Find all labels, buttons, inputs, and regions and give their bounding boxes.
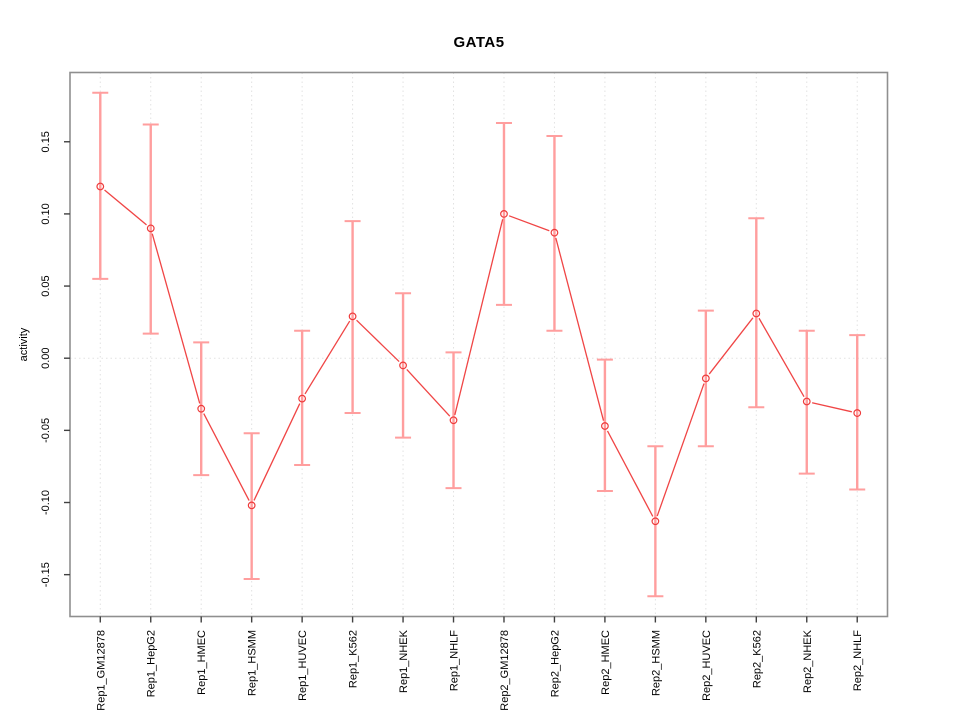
data-point	[247, 501, 256, 510]
x-category-label: Rep2_NHLF	[852, 630, 864, 691]
y-axis-title-text: activity	[18, 327, 30, 361]
y-tick-label: 0.10	[40, 203, 52, 224]
data-point	[197, 404, 206, 413]
y-tick-label: -0.15	[40, 562, 52, 587]
data-point	[96, 182, 105, 191]
plot-frame	[69, 71, 889, 618]
x-ticks	[99, 616, 858, 623]
data-point	[348, 312, 357, 321]
y-ticks	[64, 141, 70, 576]
x-category-label: Rep2_GM12878	[499, 630, 511, 711]
x-category-label: Rep2_HUVEC	[701, 630, 713, 701]
data-point	[146, 224, 155, 233]
y-tick-labels: -0.15 -0.10 -0.05 0.00 0.05 0.10 0.15	[40, 131, 52, 587]
x-category-label: Rep2_HMEC	[600, 630, 612, 695]
error-bars	[92, 91, 866, 598]
data-point	[298, 394, 307, 403]
chart-title: GATA5	[453, 34, 505, 51]
x-category-label: Rep2_HSMM	[650, 630, 662, 696]
x-category-label: Rep1_K562	[348, 630, 360, 688]
data-point	[449, 416, 458, 425]
x-category-label: Rep1_HepG2	[146, 630, 158, 697]
data-point	[752, 309, 761, 318]
series-line	[104, 189, 853, 517]
y-tick-label: 0.15	[40, 131, 52, 152]
x-category-label: Rep1_NHLF	[449, 630, 461, 691]
y-tick-label: -0.05	[40, 418, 52, 443]
y-tick-label: 0.00	[40, 347, 52, 368]
data-point	[500, 210, 508, 218]
data-point	[701, 374, 710, 383]
x-category-label: Rep2_K562	[751, 630, 763, 688]
x-category-label: Rep1_GM12878	[95, 630, 107, 711]
data-point	[550, 228, 559, 237]
data-point	[802, 397, 811, 406]
data-point	[601, 422, 609, 430]
data-point	[651, 517, 660, 526]
x-category-labels: Rep1_GM12878 Rep1_HepG2 Rep1_HMEC Rep1_HSMM…	[95, 629, 864, 710]
x-category-label: Rep1_HUVEC	[297, 630, 309, 701]
y-tick-label: 0.05	[40, 275, 52, 296]
data-points	[96, 182, 862, 526]
y-tick-label: -0.10	[40, 490, 52, 515]
x-category-label: Rep1_HSMM	[247, 630, 259, 696]
x-category-label: Rep2_HepG2	[549, 630, 561, 697]
x-category-label: Rep1_HMEC	[196, 630, 208, 695]
grid-lines	[99, 72, 858, 617]
x-category-label: Rep1_NHEK	[398, 629, 410, 693]
data-point	[399, 361, 407, 370]
y-axis-title: activity	[18, 327, 30, 361]
x-category-label: Rep2_NHEK	[802, 629, 814, 693]
data-point	[853, 409, 862, 417]
